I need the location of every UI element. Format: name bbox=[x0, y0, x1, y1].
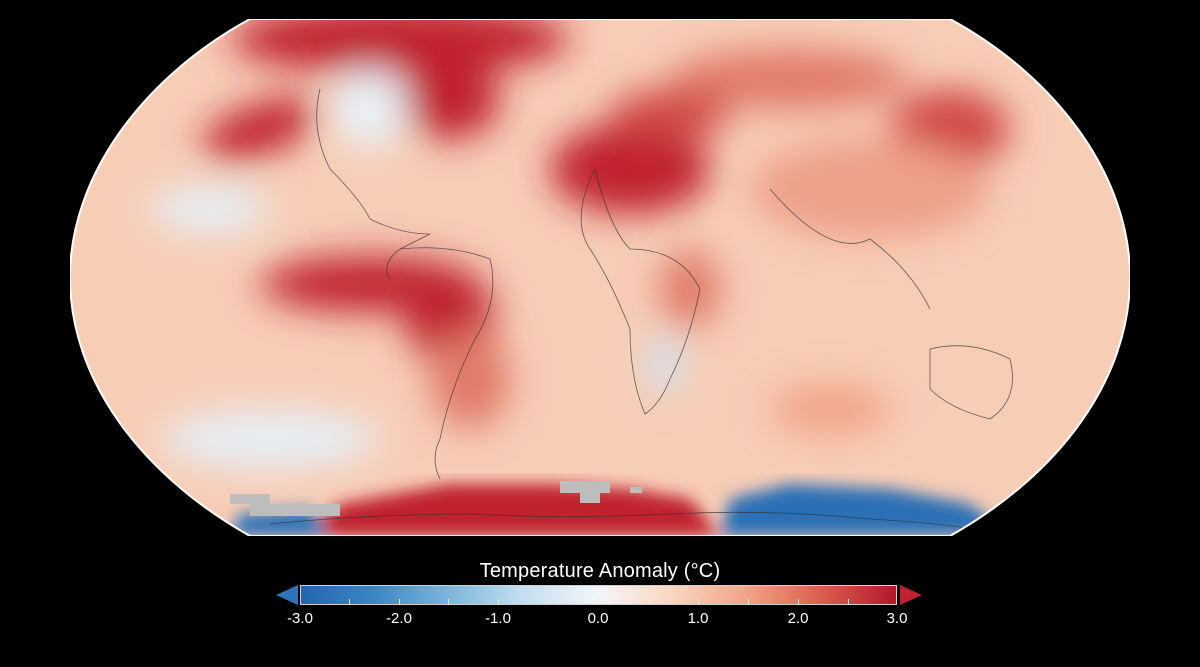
tick-label: -2.0 bbox=[386, 610, 412, 627]
minor-tick bbox=[349, 599, 350, 605]
tick-label: 1.0 bbox=[687, 610, 709, 627]
tick-label: -1.0 bbox=[485, 610, 511, 627]
tick-label: -3.0 bbox=[287, 610, 313, 627]
minor-tick bbox=[598, 599, 599, 605]
minor-tick bbox=[748, 599, 749, 605]
minor-tick bbox=[798, 599, 799, 605]
map-graphic bbox=[70, 19, 1130, 536]
legend-title: Temperature Anomaly (°C) bbox=[479, 560, 721, 582]
tick-label: 0.0 bbox=[587, 610, 609, 627]
colorbar-low-extend-arrow-icon bbox=[276, 585, 298, 605]
minor-tick bbox=[648, 599, 649, 605]
minor-tick bbox=[448, 599, 449, 605]
minor-tick bbox=[498, 599, 499, 605]
minor-tick bbox=[399, 599, 400, 605]
minor-tick bbox=[698, 599, 699, 605]
minor-tick bbox=[548, 599, 549, 605]
tick-label: 3.0 bbox=[886, 610, 908, 627]
minor-tick bbox=[848, 599, 849, 605]
tick-label: 2.0 bbox=[787, 610, 809, 627]
colorbar-high-extend-arrow-icon bbox=[900, 585, 922, 605]
temperature-anomaly-map bbox=[70, 19, 1130, 536]
